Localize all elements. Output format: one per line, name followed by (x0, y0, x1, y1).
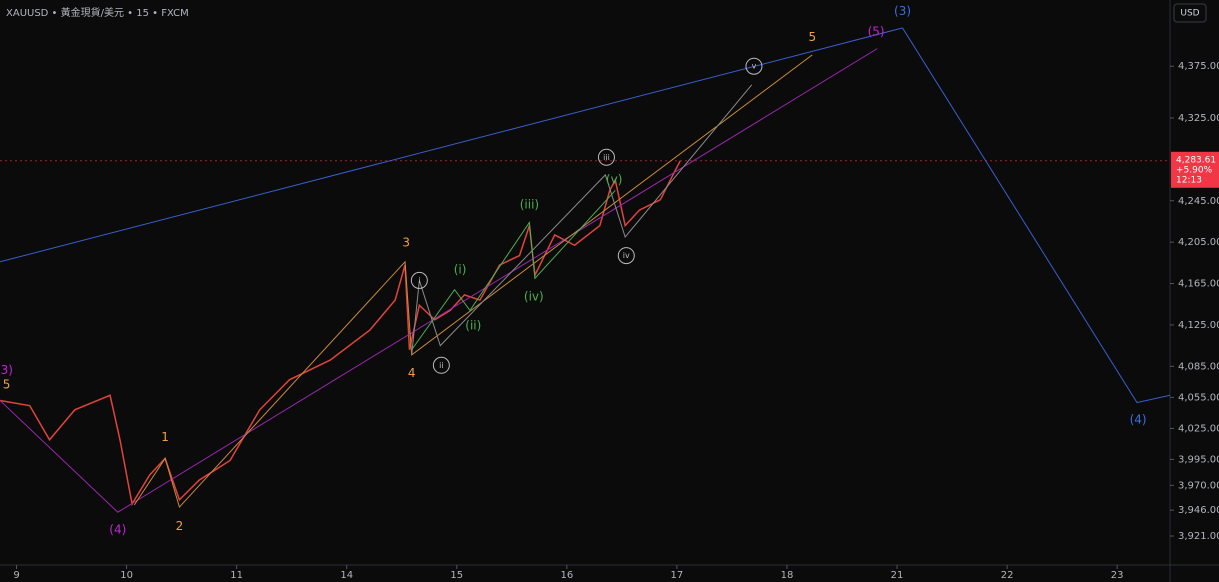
wave-label: ii (439, 361, 443, 370)
wave-label: 3 (402, 236, 410, 250)
wave-label: iii (603, 153, 610, 162)
x-tick-label: 9 (13, 570, 19, 581)
x-tick-label: 14 (340, 570, 353, 581)
y-tick-label: 4,025.00 (1178, 423, 1219, 434)
wave-label: (3) (0, 363, 13, 377)
wave-label-circle (597, 148, 615, 166)
wave-label: (3) (894, 4, 911, 18)
y-tick-label: 4,085.00 (1178, 361, 1219, 372)
wave-label: (ii) (465, 318, 481, 332)
wave-label: iv (623, 251, 630, 260)
wave-label: 5 (3, 377, 11, 391)
wave-label: (i) (454, 263, 467, 277)
wave-label-circle (410, 271, 428, 289)
wave-label: 1 (161, 430, 169, 444)
y-tick-label: 3,970.00 (1178, 480, 1219, 491)
change-label: +5.90% (1176, 165, 1213, 175)
x-tick-label: 15 (450, 570, 463, 581)
y-tick-label: 4,165.00 (1178, 279, 1219, 290)
y-tick-label: 4,205.00 (1178, 237, 1219, 248)
wave-label-circle (745, 57, 763, 75)
wave-line (133, 54, 813, 509)
wave-label: (iv) (524, 289, 544, 303)
wave-label: (iii) (520, 197, 539, 211)
y-tick-label: 3,995.00 (1178, 454, 1219, 465)
wave-label: (5) (868, 25, 885, 39)
currency-label[interactable]: USD (1180, 9, 1199, 19)
symbol-title: XAUUSD • 黃金現貨/美元 • 15 • FXCM (6, 6, 189, 19)
x-tick-label: 23 (1111, 570, 1124, 581)
x-tick-label: 11 (230, 570, 243, 581)
x-tick-label: 17 (671, 570, 684, 581)
y-tick-label: 4,125.00 (1178, 320, 1219, 331)
wave-label: 2 (176, 519, 184, 533)
wave-label: i (418, 276, 420, 285)
x-tick-label: 18 (781, 570, 794, 581)
y-tick-label: 3,921.00 (1178, 531, 1219, 542)
y-tick-label: 4,375.00 (1178, 61, 1219, 72)
y-tick-label: 4,055.00 (1178, 392, 1219, 403)
x-tick-label: 10 (120, 570, 133, 581)
x-tick-label: 16 (560, 570, 573, 581)
wave-line (0, 48, 878, 513)
wave-line (0, 27, 1171, 404)
y-tick-label: 4,325.00 (1178, 113, 1219, 124)
currency-button[interactable] (1173, 3, 1207, 23)
countdown-label: 12:13 (1176, 175, 1202, 185)
wave-line (411, 190, 616, 351)
wave-label: v (752, 62, 757, 71)
y-tick-label: 3,946.00 (1178, 505, 1219, 516)
last-price-box (1171, 151, 1219, 188)
wave-label: 5 (808, 30, 816, 44)
wave-label: (4) (109, 522, 126, 536)
wave-label: (v) (606, 173, 622, 187)
wave-label-circle (432, 356, 450, 374)
wave-label-circle (617, 247, 635, 265)
wave-label: (4) (1130, 413, 1147, 427)
last-price-label: 4,283.61 (1176, 155, 1216, 165)
y-tick-label: 4,245.00 (1178, 196, 1219, 207)
x-tick-label: 21 (891, 570, 904, 581)
wave-label: 4 (408, 366, 416, 380)
wave-line (411, 84, 753, 355)
x-tick-label: 22 (1001, 570, 1014, 581)
